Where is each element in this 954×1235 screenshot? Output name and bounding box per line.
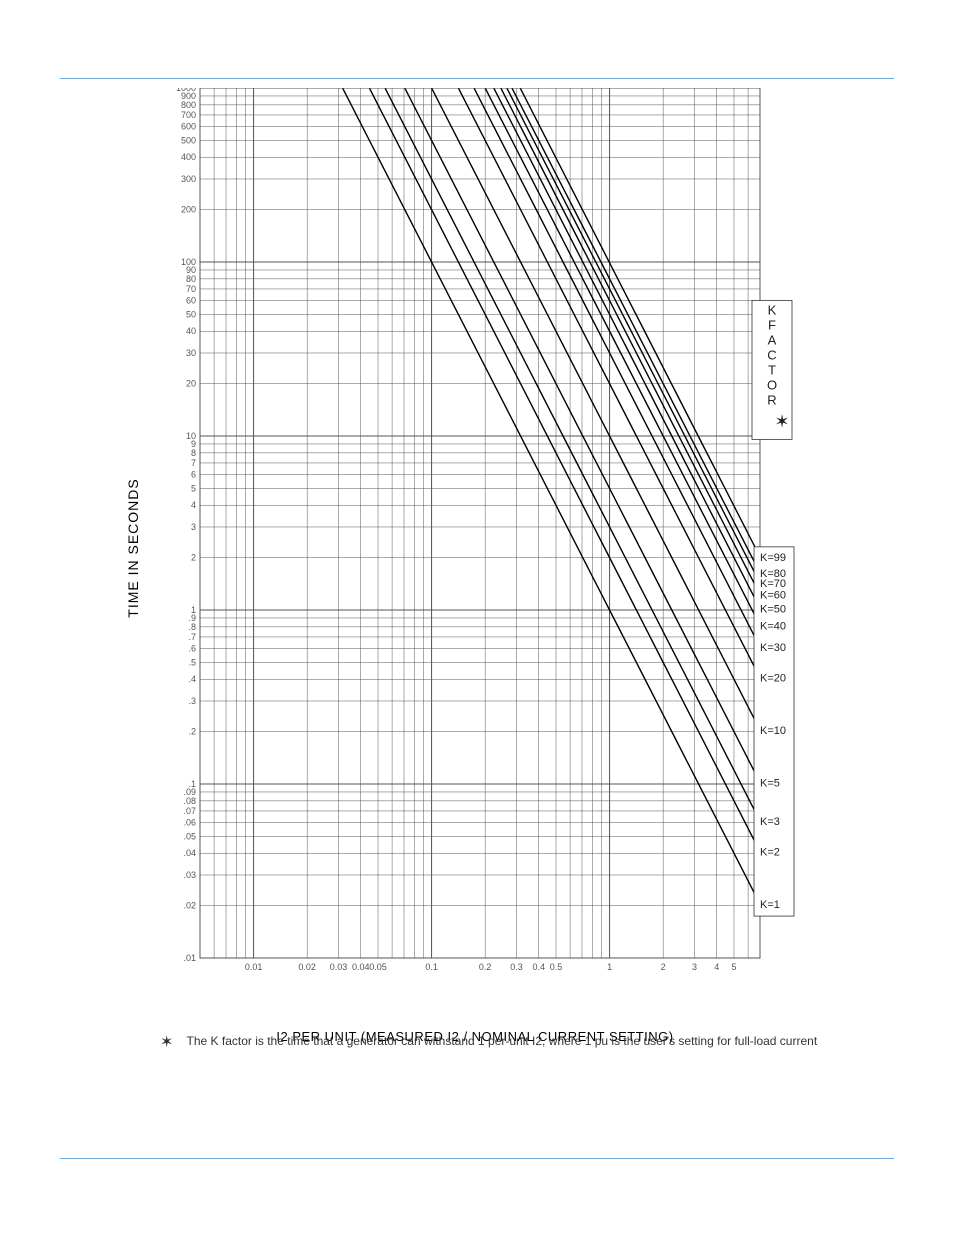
svg-text:K: K: [768, 302, 777, 317]
svg-text:✶: ✶: [774, 411, 789, 431]
svg-text:K=1: K=1: [760, 899, 780, 911]
svg-text:800: 800: [181, 100, 196, 110]
svg-text:600: 600: [181, 122, 196, 132]
svg-text:.02: .02: [183, 901, 196, 911]
svg-text:0.05: 0.05: [369, 962, 387, 972]
svg-text:4: 4: [191, 500, 196, 510]
svg-text:30: 30: [186, 348, 196, 358]
svg-text:1: 1: [191, 605, 196, 615]
svg-text:3: 3: [191, 522, 196, 532]
svg-text:.01: .01: [183, 953, 196, 963]
svg-text:K=3: K=3: [760, 816, 780, 828]
svg-text:K=10: K=10: [760, 725, 786, 737]
svg-text:70: 70: [186, 284, 196, 294]
svg-text:0.3: 0.3: [510, 962, 523, 972]
svg-text:0.04: 0.04: [352, 962, 370, 972]
svg-text:0.03: 0.03: [330, 962, 348, 972]
svg-text:0.4: 0.4: [532, 962, 545, 972]
svg-text:K=80: K=80: [760, 568, 786, 580]
svg-text:0.1: 0.1: [425, 962, 438, 972]
svg-text:K=30: K=30: [760, 642, 786, 654]
svg-text:K=40: K=40: [760, 620, 786, 632]
svg-text:4: 4: [714, 962, 719, 972]
svg-text:.4: .4: [188, 674, 196, 684]
bottom-rule: [60, 1158, 894, 1159]
svg-text:.3: .3: [188, 696, 196, 706]
svg-text:C: C: [767, 347, 776, 362]
svg-text:0.5: 0.5: [550, 962, 563, 972]
svg-text:0.01: 0.01: [245, 962, 263, 972]
svg-text:1000: 1000: [176, 88, 196, 93]
svg-text:5: 5: [191, 483, 196, 493]
svg-text:7: 7: [191, 458, 196, 468]
svg-text:3: 3: [692, 962, 697, 972]
svg-text:6: 6: [191, 470, 196, 480]
page: TIME IN SECONDS I2 PER UNIT (MEASURED I2…: [0, 0, 954, 1235]
chart-area: TIME IN SECONDS I2 PER UNIT (MEASURED I2…: [155, 88, 795, 1008]
svg-text:.8: .8: [188, 622, 196, 632]
svg-text:.7: .7: [188, 632, 196, 642]
chart-svg: 0.01 0.02 0.03 0.040.05 0.1 0.2 0.3 0.4 0.5 1 2 3 4 5…: [155, 88, 795, 978]
svg-text:0.2: 0.2: [479, 962, 492, 972]
svg-text:60: 60: [186, 296, 196, 306]
svg-text:20: 20: [186, 379, 196, 389]
svg-text:.06: .06: [183, 818, 196, 828]
svg-text:8: 8: [191, 448, 196, 458]
svg-text:K=5: K=5: [760, 777, 780, 789]
svg-text:.07: .07: [183, 806, 196, 816]
svg-text:100: 100: [181, 257, 196, 267]
footnote-star-icon: ✶: [160, 1034, 173, 1051]
footnote-text: The K factor is the time that a generato…: [187, 1034, 818, 1048]
svg-text:1: 1: [607, 962, 612, 972]
svg-text:2: 2: [661, 962, 666, 972]
svg-text:A: A: [768, 332, 777, 347]
svg-text:K=99: K=99: [760, 552, 786, 564]
svg-text:80: 80: [186, 274, 196, 284]
svg-text:0.02: 0.02: [298, 962, 316, 972]
y-axis-label: TIME IN SECONDS: [125, 478, 141, 617]
svg-text:.6: .6: [188, 644, 196, 654]
svg-text:300: 300: [181, 174, 196, 184]
svg-text:R: R: [767, 392, 776, 407]
svg-text:50: 50: [186, 309, 196, 319]
svg-text:K=20: K=20: [760, 673, 786, 685]
svg-text:.03: .03: [183, 870, 196, 880]
svg-text:.04: .04: [183, 848, 196, 858]
svg-text:200: 200: [181, 205, 196, 215]
svg-text:K=60: K=60: [760, 590, 786, 602]
svg-text:400: 400: [181, 152, 196, 162]
svg-text:2: 2: [191, 553, 196, 563]
svg-text:T: T: [768, 362, 776, 377]
svg-text:K=2: K=2: [760, 847, 780, 859]
svg-text:5: 5: [731, 962, 736, 972]
svg-text:700: 700: [181, 110, 196, 120]
svg-text:10: 10: [186, 431, 196, 441]
svg-text:K=50: K=50: [760, 603, 786, 615]
svg-text:.5: .5: [188, 657, 196, 667]
svg-text:.2: .2: [188, 727, 196, 737]
svg-text:.08: .08: [183, 796, 196, 806]
svg-text:F: F: [768, 317, 776, 332]
top-rule: [60, 78, 894, 79]
svg-text:.05: .05: [183, 831, 196, 841]
svg-text:.1: .1: [188, 779, 196, 789]
footnote: ✶ The K factor is the time that a genera…: [160, 1030, 817, 1050]
svg-text:500: 500: [181, 135, 196, 145]
svg-text:O: O: [767, 377, 777, 392]
svg-text:40: 40: [186, 326, 196, 336]
